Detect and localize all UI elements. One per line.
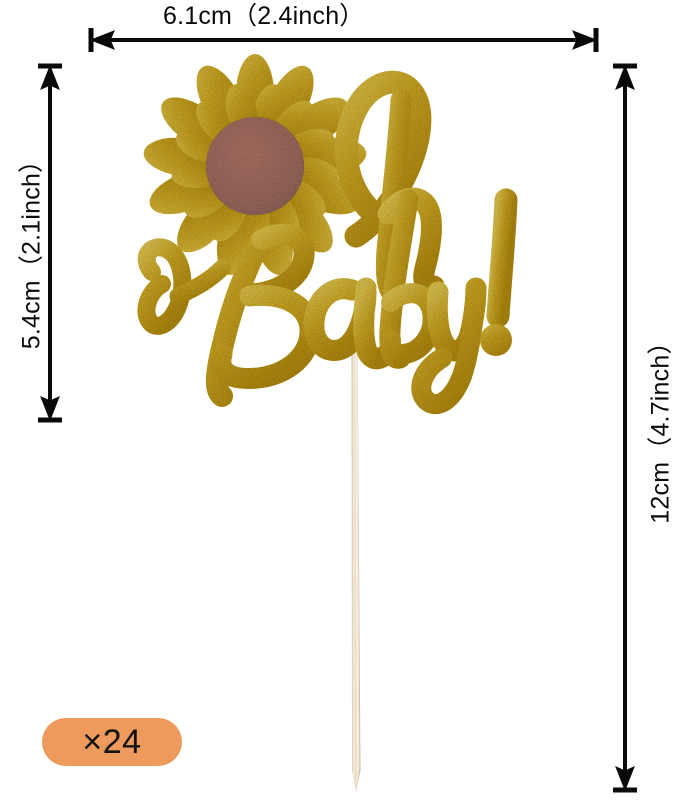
dimension-arrow-width bbox=[88, 28, 599, 52]
exclamation-dot bbox=[480, 324, 512, 356]
script-text-baby bbox=[137, 188, 518, 415]
dimension-arrow-card-height bbox=[38, 63, 62, 423]
dimension-label-card-height: 5.4cm（2.1inch） bbox=[17, 147, 46, 350]
dimension-arrow-total-height bbox=[613, 63, 637, 793]
sunflower-center bbox=[206, 117, 304, 215]
dimension-label-width: 6.1cm（2.4inch） bbox=[163, 2, 365, 30]
quantity-badge: ×24 bbox=[42, 718, 182, 766]
quantity-badge-label: ×24 bbox=[82, 723, 142, 761]
skewer-stick bbox=[351, 330, 361, 793]
dimension-label-total-height: 12cm（4.7inch） bbox=[646, 329, 675, 524]
gold-glitter-topper bbox=[137, 54, 518, 415]
